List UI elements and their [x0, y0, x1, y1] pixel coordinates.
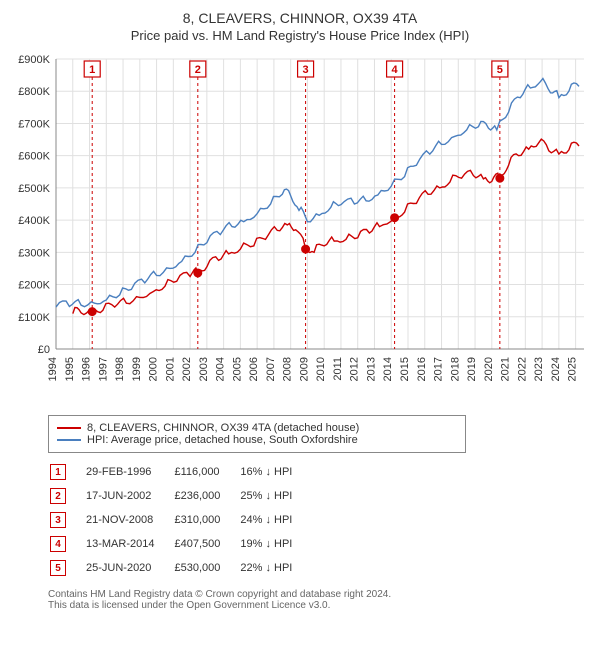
svg-text:2015: 2015 [399, 357, 411, 381]
svg-text:4: 4 [392, 64, 399, 76]
svg-text:£0: £0 [38, 344, 50, 356]
svg-text:3: 3 [303, 64, 309, 76]
svg-text:2017: 2017 [433, 357, 445, 381]
svg-text:2014: 2014 [382, 357, 394, 381]
sale-date: 21-NOV-2008 [86, 509, 172, 531]
footnote-line-2: This data is licensed under the Open Gov… [48, 600, 552, 611]
table-row: 1 29-FEB-1996£116,00016% ↓ HPI [50, 461, 310, 483]
legend-row-hpi: HPI: Average price, detached house, Sout… [57, 434, 457, 446]
sale-price: £116,000 [174, 461, 238, 483]
svg-text:2013: 2013 [365, 357, 377, 381]
svg-text:2002: 2002 [181, 357, 193, 381]
svg-text:2025: 2025 [567, 357, 579, 381]
sale-delta: 25% ↓ HPI [240, 485, 310, 507]
sale-number-box: 5 [50, 560, 66, 576]
svg-text:£200K: £200K [18, 280, 50, 292]
svg-text:£500K: £500K [18, 183, 50, 195]
svg-text:£800K: £800K [18, 86, 50, 98]
svg-text:2004: 2004 [215, 357, 227, 381]
table-row: 5 25-JUN-2020£530,00022% ↓ HPI [50, 557, 310, 579]
svg-text:2008: 2008 [282, 357, 294, 381]
svg-text:2020: 2020 [483, 357, 495, 381]
svg-text:£100K: £100K [18, 312, 50, 324]
svg-text:2012: 2012 [349, 357, 361, 381]
svg-text:1999: 1999 [131, 357, 143, 381]
sale-price: £407,500 [174, 533, 238, 555]
sale-date: 29-FEB-1996 [86, 461, 172, 483]
sale-date: 17-JUN-2002 [86, 485, 172, 507]
svg-text:£400K: £400K [18, 215, 50, 227]
svg-text:1998: 1998 [114, 357, 126, 381]
svg-text:2: 2 [195, 64, 201, 76]
sale-delta: 24% ↓ HPI [240, 509, 310, 531]
legend-swatch-hpi [57, 439, 81, 441]
svg-text:2005: 2005 [231, 357, 243, 381]
sale-number-box: 1 [50, 464, 66, 480]
svg-text:2024: 2024 [550, 357, 562, 381]
svg-text:£700K: £700K [18, 118, 50, 130]
sale-price: £530,000 [174, 557, 238, 579]
svg-text:1997: 1997 [97, 357, 109, 381]
svg-text:2018: 2018 [449, 357, 461, 381]
svg-text:5: 5 [497, 64, 503, 76]
legend: 8, CLEAVERS, CHINNOR, OX39 4TA (detached… [48, 415, 466, 453]
svg-text:2021: 2021 [500, 357, 512, 381]
chart-title: 8, CLEAVERS, CHINNOR, OX39 4TA [8, 10, 592, 26]
sale-number-box: 4 [50, 536, 66, 552]
svg-text:2022: 2022 [516, 357, 528, 381]
sale-price: £310,000 [174, 509, 238, 531]
sales-table: 1 29-FEB-1996£116,00016% ↓ HPI 2 17-JUN-200… [48, 459, 312, 581]
svg-text:2016: 2016 [416, 357, 428, 381]
svg-text:2000: 2000 [148, 357, 160, 381]
footnote-line-1: Contains HM Land Registry data © Crown c… [48, 589, 552, 600]
svg-text:2006: 2006 [248, 357, 260, 381]
table-row: 2 17-JUN-2002£236,00025% ↓ HPI [50, 485, 310, 507]
svg-text:2023: 2023 [533, 357, 545, 381]
svg-text:£600K: £600K [18, 151, 50, 163]
table-row: 3 21-NOV-2008£310,00024% ↓ HPI [50, 509, 310, 531]
legend-swatch-property [57, 427, 81, 429]
svg-text:2011: 2011 [332, 357, 344, 381]
chart-area: £0 £100K £200K £300K £400K £500K £600K £700K £80… [8, 49, 592, 409]
svg-text:£300K: £300K [18, 247, 50, 259]
sale-number-box: 2 [50, 488, 66, 504]
svg-text:1996: 1996 [81, 357, 93, 381]
sale-delta: 19% ↓ HPI [240, 533, 310, 555]
svg-text:2001: 2001 [164, 357, 176, 381]
legend-label-property: 8, CLEAVERS, CHINNOR, OX39 4TA (detached… [87, 422, 359, 434]
svg-text:£900K: £900K [18, 54, 50, 66]
svg-text:2007: 2007 [265, 357, 277, 381]
svg-text:2019: 2019 [466, 357, 478, 381]
footnote: Contains HM Land Registry data © Crown c… [48, 589, 552, 611]
svg-text:1995: 1995 [64, 357, 76, 381]
svg-text:2009: 2009 [298, 357, 310, 381]
svg-text:1: 1 [89, 64, 95, 76]
sale-delta: 16% ↓ HPI [240, 461, 310, 483]
sale-price: £236,000 [174, 485, 238, 507]
svg-text:2010: 2010 [315, 357, 327, 381]
chart-subtitle: Price paid vs. HM Land Registry's House … [8, 28, 592, 43]
legend-row-property: 8, CLEAVERS, CHINNOR, OX39 4TA (detached… [57, 422, 457, 434]
chart-svg: £0 £100K £200K £300K £400K £500K £600K £700K £80… [8, 49, 592, 409]
legend-label-hpi: HPI: Average price, detached house, Sout… [87, 434, 358, 446]
sale-number-box: 3 [50, 512, 66, 528]
sale-delta: 22% ↓ HPI [240, 557, 310, 579]
table-row: 4 13-MAR-2014£407,50019% ↓ HPI [50, 533, 310, 555]
sale-date: 13-MAR-2014 [86, 533, 172, 555]
sale-date: 25-JUN-2020 [86, 557, 172, 579]
svg-text:1994: 1994 [47, 357, 59, 381]
svg-text:2003: 2003 [198, 357, 210, 381]
